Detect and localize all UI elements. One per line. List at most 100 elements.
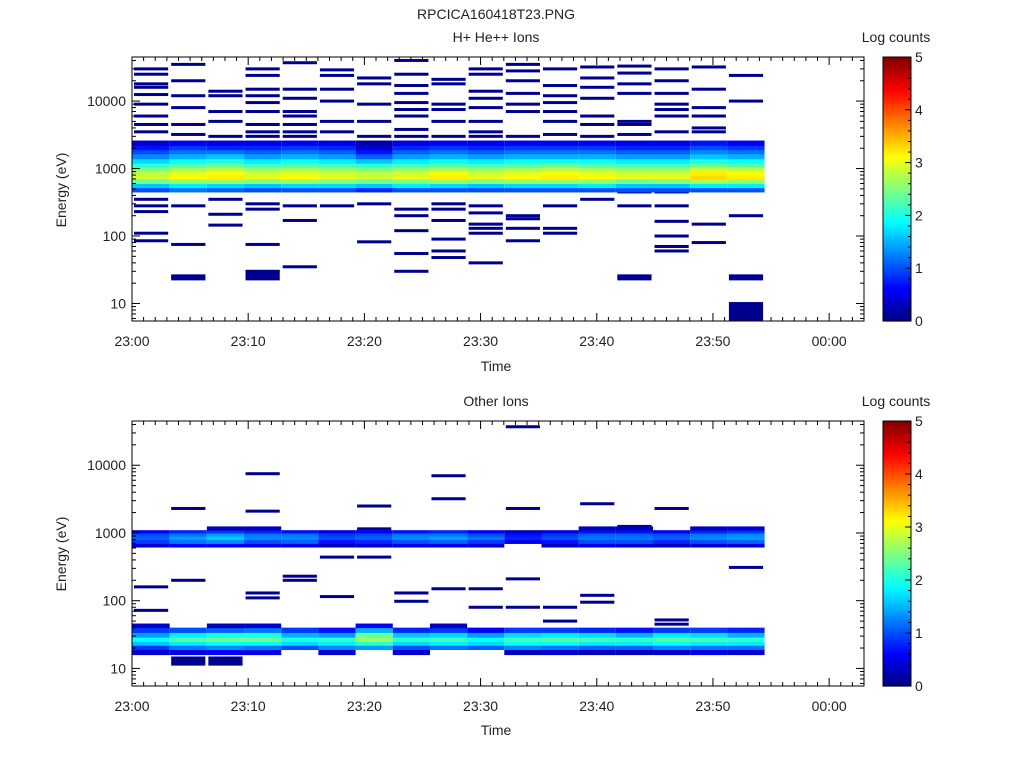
heatmap-cell <box>429 170 468 176</box>
sparse-count-mark <box>282 96 317 100</box>
sparse-count-mark <box>357 134 392 138</box>
colorbar-segment <box>883 76 911 80</box>
colorbar-segment <box>883 443 911 446</box>
colorbar-segment <box>883 250 911 254</box>
sparse-count-mark <box>505 91 540 95</box>
sparse-count-mark <box>431 77 466 81</box>
heatmap-cell <box>392 532 430 537</box>
colorbar-segment <box>883 538 911 541</box>
panel1-axes: 23:00 23:10 23:20 23:30 23:40 23:50 00:00 10 100… <box>87 56 865 349</box>
colorbar-segment <box>883 683 911 687</box>
sparse-count-mark <box>282 110 317 114</box>
sparse-count-mark <box>282 122 317 126</box>
heatmap-cell <box>318 539 356 544</box>
heatmap-cell <box>578 637 616 642</box>
sparse-count-mark <box>357 82 392 86</box>
colorbar-segment <box>883 606 911 610</box>
sparse-count-mark <box>580 114 615 118</box>
heatmap-cell <box>281 641 319 646</box>
colorbar-segment <box>883 474 911 477</box>
heatmap-cell <box>615 187 654 193</box>
colorbar-segment <box>883 169 911 172</box>
heatmap-cell <box>541 153 579 160</box>
heatmap-cell <box>281 178 319 185</box>
heatmap-cell <box>504 627 542 633</box>
heatmap-cell <box>281 530 319 534</box>
colorbar-segment <box>883 301 911 304</box>
sparse-block-mark <box>617 274 652 281</box>
colorbar-segment <box>883 197 911 201</box>
colorbar-segment <box>883 90 911 93</box>
sparse-count-mark <box>208 134 243 138</box>
colorbar-segment <box>883 239 911 243</box>
sparse-count-mark <box>282 265 317 269</box>
colorbar-segment <box>883 454 911 457</box>
colorbar-segment <box>883 619 911 623</box>
colorbar-segment <box>883 151 911 155</box>
colorbar-segment <box>883 602 911 605</box>
colorbar-segment <box>883 491 911 495</box>
colorbar-tick-label: 0 <box>915 678 923 694</box>
colorbar-segment <box>883 138 911 142</box>
sparse-count-mark <box>580 76 615 80</box>
colorbar-segment <box>883 191 911 194</box>
heatmap-cell <box>281 532 319 537</box>
heatmap-cell <box>244 145 282 151</box>
colorbar-segment <box>883 566 911 570</box>
heatmap-cell <box>653 530 691 534</box>
sparse-count-mark <box>134 67 169 71</box>
colorbar-segment <box>883 153 911 157</box>
heatmap-cell <box>578 641 616 646</box>
colorbar-segment <box>883 87 911 91</box>
sparse-count-mark <box>542 204 578 208</box>
sparse-count-mark <box>357 504 392 508</box>
heatmap-cell <box>429 637 468 642</box>
colorbar-segment <box>883 522 911 526</box>
heatmap-cell <box>467 645 505 651</box>
colorbar-segment <box>883 79 911 82</box>
sparse-count-mark <box>542 110 578 114</box>
heatmap-cell <box>281 175 319 180</box>
heatmap-cell <box>244 170 282 176</box>
sparse-count-mark <box>654 622 689 626</box>
colorbar-segment <box>883 149 911 153</box>
sparse-count-mark <box>245 509 280 513</box>
heatmap-cell <box>690 526 728 531</box>
colorbar-segment <box>883 628 911 632</box>
colorbar-segment <box>883 518 911 521</box>
colorbar-segment <box>883 189 911 192</box>
colorbar-segment <box>883 114 911 117</box>
colorbar-segment <box>883 63 911 67</box>
heatmap-cell <box>653 637 691 642</box>
colorbar-segment <box>883 557 911 561</box>
heatmap-cell <box>578 170 616 176</box>
heatmap-cell <box>690 539 728 544</box>
y-tick-label: 10 <box>110 295 126 311</box>
sparse-count-mark <box>171 204 206 208</box>
sparse-count-mark <box>245 101 280 105</box>
colorbar-segment <box>883 524 911 528</box>
sparse-count-mark <box>282 114 317 118</box>
sparse-count-mark <box>468 106 503 110</box>
heatmap-cell <box>690 627 728 633</box>
heatmap-cell <box>206 627 245 633</box>
heatmap-cell <box>132 140 170 146</box>
heatmap-cell <box>615 641 654 646</box>
heatmap-cell <box>578 158 616 164</box>
figure-title: RPCICA160418T23.PNG <box>417 6 575 22</box>
heatmap-cell <box>690 153 728 160</box>
sparse-count-mark <box>134 122 169 126</box>
heatmap-cell <box>169 163 207 168</box>
heatmap-cell <box>615 175 654 180</box>
sparse-count-mark <box>542 101 578 105</box>
sparse-count-mark <box>617 82 652 86</box>
colorbar-segment <box>883 485 911 488</box>
heatmap-cell <box>206 167 245 172</box>
sparse-count-mark <box>134 585 169 589</box>
colorbar-segment <box>883 72 911 76</box>
heatmap-cell <box>429 532 468 537</box>
sparse-count-mark <box>505 226 540 230</box>
heatmap-cell <box>169 530 207 534</box>
heatmap-cell <box>690 649 728 656</box>
sparse-count-mark <box>171 506 206 510</box>
